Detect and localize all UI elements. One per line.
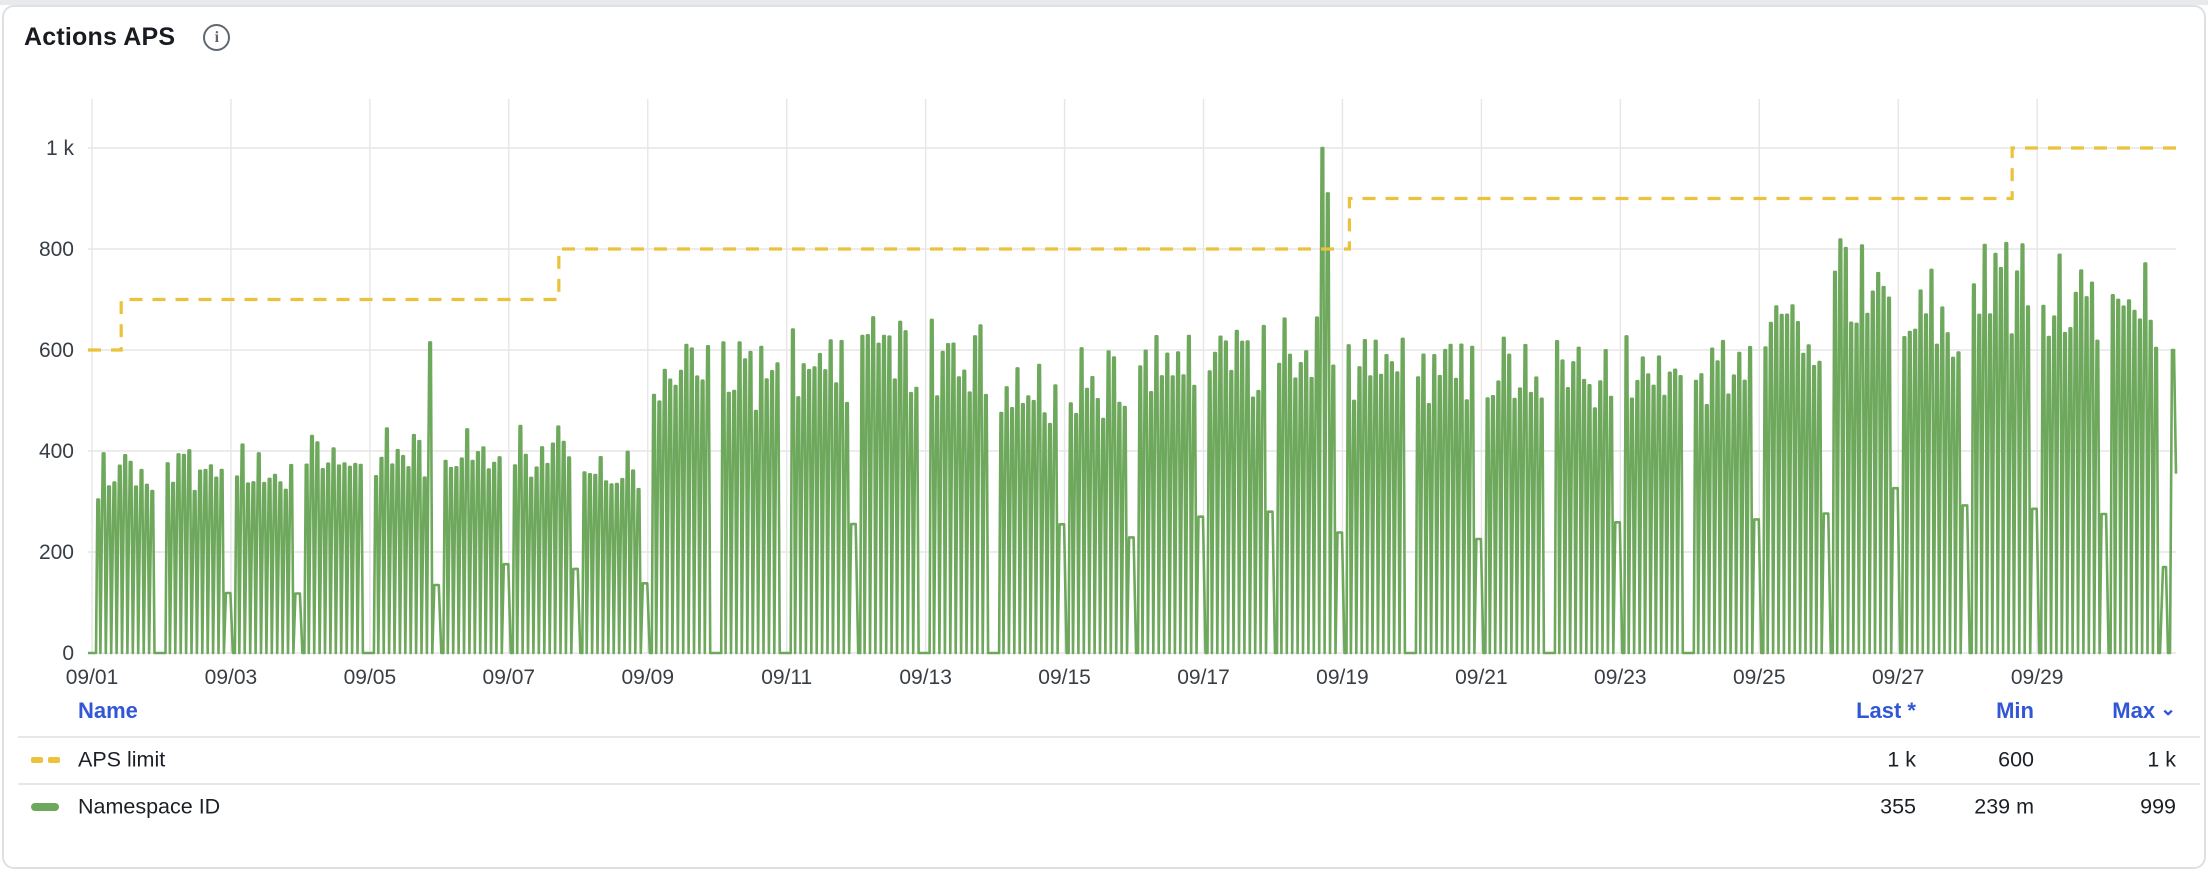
legend-header-max[interactable]: Max ⌄ — [2112, 698, 2176, 723]
legend-header-last[interactable]: Last * — [1856, 698, 1916, 723]
svg-text:0: 0 — [62, 642, 74, 665]
legend-header-name[interactable]: Name — [78, 698, 138, 723]
svg-text:09/25: 09/25 — [1733, 666, 1786, 689]
aps-limit-swatch-icon — [31, 756, 61, 764]
svg-text:09/01: 09/01 — [66, 666, 119, 689]
svg-text:09/05: 09/05 — [344, 666, 397, 689]
svg-text:09/21: 09/21 — [1455, 666, 1508, 689]
row-separator — [18, 736, 2200, 738]
stat-last: 1 k — [1887, 747, 1916, 772]
namespace-id-line — [88, 146, 2178, 655]
chevron-down-icon: ⌄ — [2160, 699, 2176, 720]
axis-labels: 0 200 400 600 800 1 k 09/01 09/03 09/05 09/07 09/0… — [39, 137, 2063, 689]
svg-text:09/03: 09/03 — [205, 666, 258, 689]
svg-text:09/29: 09/29 — [2011, 666, 2064, 689]
svg-text:600: 600 — [39, 339, 74, 362]
panel-header: Actions APS i — [24, 23, 231, 52]
svg-text:09/15: 09/15 — [1038, 666, 1091, 689]
legend-header-min[interactable]: Min — [1996, 698, 2034, 723]
svg-text:09/17: 09/17 — [1177, 666, 1230, 689]
timeseries-chart-canvas[interactable]: 0 200 400 600 800 1 k 09/01 09/03 09/05 09/07 09/0… — [0, 0, 2208, 696]
legend-row-aps-limit[interactable]: APS limit 1 k 600 1 k — [0, 737, 2208, 783]
svg-text:09/09: 09/09 — [621, 666, 674, 689]
svg-text:09/11: 09/11 — [761, 666, 812, 689]
svg-text:400: 400 — [39, 440, 74, 463]
svg-text:09/19: 09/19 — [1316, 666, 1369, 689]
stat-last: 355 — [1880, 794, 1916, 819]
info-icon-glyph: i — [214, 28, 220, 46]
legend-header-row: Name Last * Min Max ⌄ — [0, 698, 2208, 728]
page-top-strip — [0, 0, 2208, 5]
svg-text:200: 200 — [39, 541, 74, 564]
stat-max: 1 k — [2147, 747, 2176, 772]
info-icon[interactable]: i — [203, 24, 231, 51]
panel-title: Actions APS — [24, 23, 176, 51]
aps-limit-line — [88, 146, 2176, 352]
svg-text:800: 800 — [39, 238, 74, 261]
stat-min: 600 — [1998, 747, 2034, 772]
svg-text:09/13: 09/13 — [899, 666, 952, 689]
stat-min: 239 m — [1974, 794, 2034, 819]
series-name: Namespace ID — [78, 794, 221, 819]
namespace-id-swatch-icon — [31, 803, 61, 811]
row-separator — [18, 783, 2200, 785]
svg-text:1 k: 1 k — [46, 137, 75, 160]
svg-text:09/23: 09/23 — [1594, 666, 1647, 689]
svg-text:09/07: 09/07 — [483, 666, 536, 689]
legend-table: Name Last * Min Max ⌄ APS limit 1 k 600 1… — [0, 696, 2208, 830]
svg-text:09/27: 09/27 — [1872, 666, 1925, 689]
legend-row-namespace-id[interactable]: Namespace ID 355 239 m 999 — [0, 784, 2208, 830]
series-name: APS limit — [78, 747, 166, 772]
stat-max: 999 — [2140, 794, 2176, 819]
